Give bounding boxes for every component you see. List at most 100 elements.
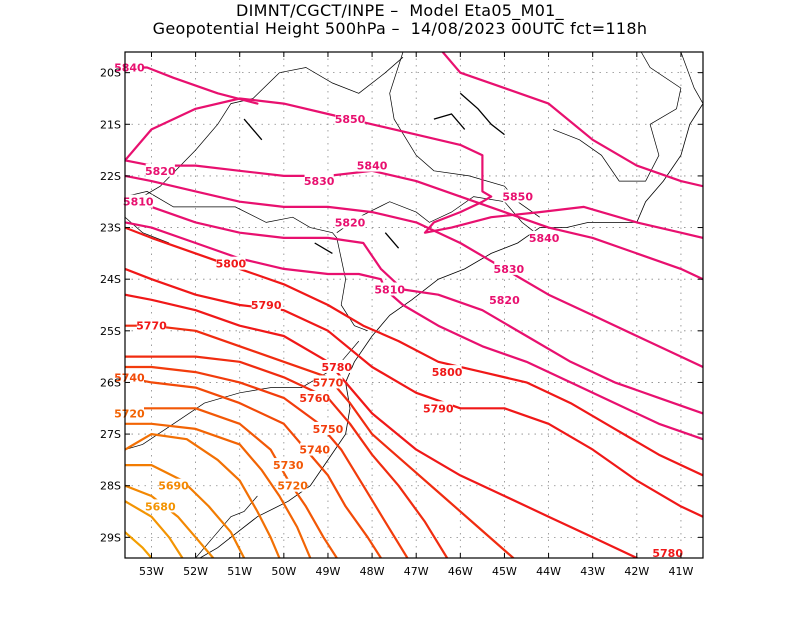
contour-label-group: 5840 xyxy=(114,60,145,74)
lat-tick-label: 27S xyxy=(100,428,121,441)
reservoir xyxy=(433,113,466,130)
contour-label: 5840 xyxy=(529,232,560,245)
lon-tick-label: 42W xyxy=(624,565,649,578)
contour-5690 xyxy=(125,484,215,558)
lagoon-shore xyxy=(195,495,258,559)
contour-label-group: 5720 xyxy=(114,406,145,420)
contour-labels: 5840 5850 5840 5830 5820 5810 5820 5850 5840 5830… xyxy=(114,60,683,560)
lat-tick-label: 22S xyxy=(100,170,121,183)
contour-label: 5810 xyxy=(123,196,154,209)
contour-label-group: 5810 xyxy=(123,194,154,209)
contour-label-bg xyxy=(432,365,462,379)
contour-5830 xyxy=(125,174,703,369)
contour-label-bg xyxy=(529,230,559,244)
contour-label-bg xyxy=(357,158,387,172)
lon-tick-label: 44W xyxy=(536,565,561,578)
contour-label-group: 5780 xyxy=(652,545,683,560)
lat-tick-label: 23S xyxy=(100,222,121,235)
contour-label-group: 5810 xyxy=(374,282,405,297)
contour-label-group: 5850 xyxy=(502,189,533,204)
contour-label-group: 5800 xyxy=(432,365,463,379)
contour-label-bg xyxy=(278,478,308,492)
contour-label-group: 5770 xyxy=(136,318,167,333)
lon-tick-label: 46W xyxy=(448,565,473,578)
contour-label-group: 5820 xyxy=(145,163,176,178)
contour-label-bg xyxy=(251,298,281,311)
contour-5680 xyxy=(125,500,184,558)
contour-5810 xyxy=(125,221,703,441)
contour-label-group: 5820 xyxy=(489,292,520,307)
contour-label: 5690 xyxy=(158,480,189,493)
contour-label-bg xyxy=(304,174,334,188)
contour-5740 xyxy=(125,376,382,558)
contour-label-bg xyxy=(123,194,153,208)
state-boundaries xyxy=(124,51,704,559)
lat-tick-label: 28S xyxy=(100,480,121,493)
contour-5800 xyxy=(125,226,703,477)
contour-5720 xyxy=(125,422,312,558)
contour-label-group: 5830 xyxy=(304,174,335,188)
reservoir xyxy=(314,242,333,254)
contour-label-group: 5680 xyxy=(145,499,176,513)
reservoir xyxy=(243,118,263,141)
contour-label: 5810 xyxy=(374,284,405,297)
contour-label-group: 5780 xyxy=(321,359,352,374)
contour-label: 5850 xyxy=(335,113,366,126)
lon-tick-label: 43W xyxy=(580,565,605,578)
contour-label-bg xyxy=(300,442,330,456)
contour-5820 xyxy=(125,200,703,415)
contour-label-group: 5740 xyxy=(299,442,330,457)
contour-label: 5820 xyxy=(145,165,176,178)
contour-label: 5790 xyxy=(423,402,454,415)
contour-label-bg xyxy=(114,60,145,74)
contour-label-bg xyxy=(273,458,303,472)
contour-label: 5820 xyxy=(489,294,520,307)
state-boundary xyxy=(124,216,170,244)
contour-label-bg xyxy=(503,189,533,203)
contour-label: 5680 xyxy=(145,500,176,513)
contour-label-group: 5800 xyxy=(216,256,247,271)
contour-label: 5800 xyxy=(432,366,463,379)
contour-label: 5840 xyxy=(357,160,388,173)
state-boundary xyxy=(680,51,704,104)
contour-5850 xyxy=(125,97,703,239)
contour-5850 xyxy=(441,52,703,188)
gridlines xyxy=(125,52,703,558)
state-boundary xyxy=(552,51,682,182)
lat-tick-label: 26S xyxy=(100,376,121,389)
coastline xyxy=(125,103,704,559)
contour-label-group: 5690 xyxy=(158,478,189,493)
contour-label: 5720 xyxy=(114,407,145,420)
lon-tick-label: 53W xyxy=(139,565,164,578)
contour-5770 xyxy=(125,324,515,558)
contour-label-group: 5750 xyxy=(313,421,344,436)
lon-tick-label: 52W xyxy=(183,565,208,578)
state-boundary xyxy=(142,72,280,197)
lon-tick-label: 48W xyxy=(360,565,385,578)
contour-label: 5790 xyxy=(251,299,282,312)
contour-label: 5850 xyxy=(502,191,533,204)
lon-tick-label: 49W xyxy=(316,565,341,578)
title-line-2: Geopotential Height 500hPa – 14/08/2023 … xyxy=(152,19,648,38)
lon-tick-label: 45W xyxy=(492,565,517,578)
contour-label-group: 5760 xyxy=(299,390,330,405)
contour-label-bg xyxy=(335,112,365,126)
contour-label: 5770 xyxy=(313,376,344,389)
contour-label: 5750 xyxy=(313,423,344,436)
contour-label: 5780 xyxy=(652,547,683,560)
contour-label: 5740 xyxy=(114,371,145,384)
contour-label: 5770 xyxy=(136,320,167,333)
contour-label: 5820 xyxy=(335,216,366,229)
title-line-1: DIMNT/CGCT/INPE – Model Eta05_M01_ xyxy=(236,1,564,20)
state-boundary xyxy=(124,191,368,332)
contour-label-group: 5720 xyxy=(277,478,308,493)
state-boundary xyxy=(336,196,536,233)
contour-label-bg xyxy=(335,215,365,229)
contour-label-bg xyxy=(322,359,352,373)
contour-label-group: 5770 xyxy=(313,375,344,389)
contour-label: 5760 xyxy=(299,392,330,405)
contour-label-bg xyxy=(114,406,145,420)
contour-label-bg xyxy=(375,282,405,296)
contour-label: 5830 xyxy=(494,263,525,276)
